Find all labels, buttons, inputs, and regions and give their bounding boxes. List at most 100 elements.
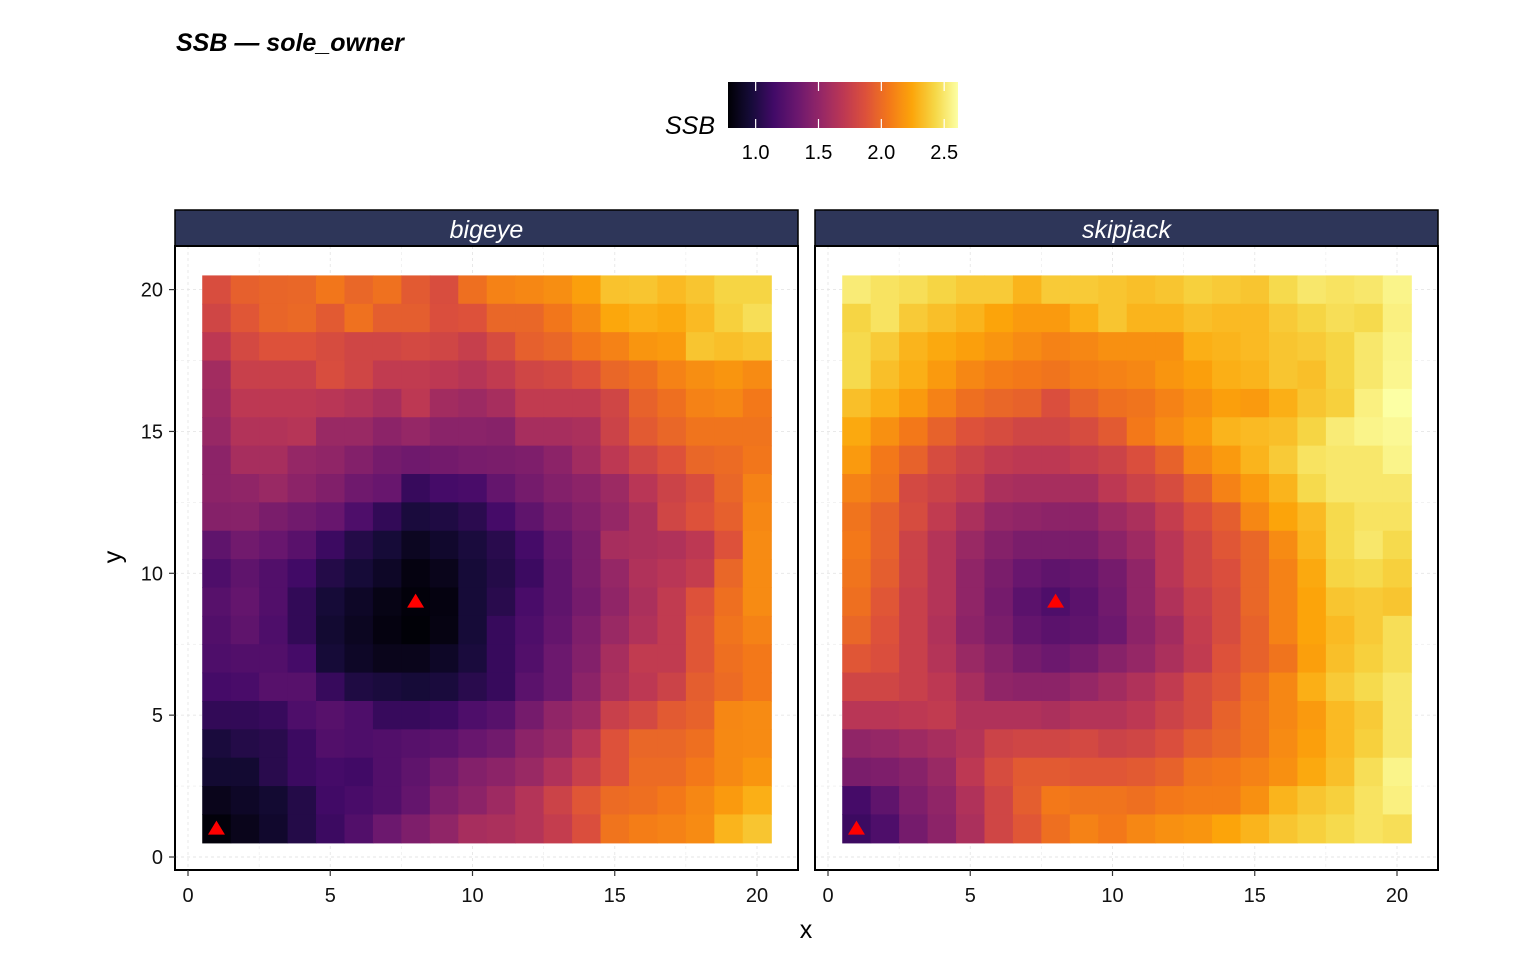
heatmap-cell [1240, 474, 1270, 503]
heatmap-cell [1012, 417, 1042, 447]
heatmap-cell [628, 530, 659, 560]
heatmap-cell [230, 530, 260, 560]
heatmap-cell [600, 360, 630, 390]
heatmap-cell [1126, 729, 1156, 759]
heatmap-cell [1240, 729, 1270, 759]
heatmap-cell [1098, 786, 1128, 816]
heatmap-cell [1382, 757, 1412, 787]
y-tick-label: 0 [152, 847, 163, 869]
heatmap-cell [870, 814, 900, 844]
heatmap-cell [842, 700, 872, 730]
heatmap-cell [429, 814, 459, 844]
heatmap-cell [572, 644, 602, 674]
triangle-marker [1047, 593, 1065, 608]
heatmap-cell [401, 303, 431, 333]
heatmap-cell [1325, 587, 1355, 617]
heatmap-cell [372, 587, 402, 617]
heatmap-cell [1012, 729, 1042, 759]
heatmap-cell [572, 360, 602, 390]
heatmap-cell [1041, 559, 1071, 589]
heatmap-cell [287, 303, 317, 333]
heatmap-cell [1240, 303, 1270, 333]
heatmap-cell [429, 360, 459, 390]
heatmap-cell [842, 332, 872, 362]
heatmap-cell [344, 445, 374, 475]
heatmap-cell [1069, 814, 1099, 844]
heatmap-cell [572, 303, 602, 333]
heatmap-cell [657, 615, 687, 645]
heatmap-cell [1240, 587, 1270, 617]
heatmap-cell [344, 700, 374, 730]
heatmap-cell [984, 587, 1014, 617]
heatmap-cell [1069, 786, 1099, 816]
heatmap-cell [742, 786, 772, 816]
heatmap-cell [401, 360, 431, 390]
heatmap-cell [1325, 757, 1355, 787]
heatmap-cell [572, 388, 602, 418]
heatmap-cell [202, 275, 232, 305]
heatmap-cell [515, 700, 545, 730]
heatmap-cell [1126, 502, 1156, 532]
heatmap-cell [984, 502, 1014, 532]
heatmap-cell [899, 530, 929, 560]
heatmap-cell [401, 786, 431, 816]
heatmap-cell [344, 672, 374, 702]
heatmap-cell [202, 700, 232, 730]
heatmap-cell [344, 275, 374, 305]
heatmap-cell [1155, 388, 1185, 418]
heatmap-cell [657, 672, 687, 702]
heatmap-cell [1382, 559, 1412, 589]
heatmap-cell [628, 700, 659, 730]
heatmap-cell [572, 275, 602, 305]
heatmap-cell [344, 474, 374, 503]
heatmap-cell [1155, 757, 1185, 787]
heatmap-cell [515, 303, 545, 333]
heatmap-cell [515, 530, 545, 560]
heatmap-cell [870, 672, 900, 702]
heatmap-cell [401, 417, 431, 447]
heatmap-cell [685, 786, 715, 816]
heatmap-cell [429, 502, 459, 532]
heatmap-cell [259, 729, 289, 759]
heatmap-cell [515, 786, 545, 816]
heatmap-cell [927, 644, 957, 674]
heatmap-cell [842, 786, 872, 816]
heatmap-cell [1382, 332, 1412, 362]
chart-title: SSB — sole_owner [176, 29, 405, 57]
heatmap-cell [316, 303, 346, 333]
heatmap-cell [742, 559, 772, 589]
heatmap-cell [1069, 388, 1099, 418]
heatmap-cell [984, 388, 1014, 418]
heatmap-cell [1183, 360, 1213, 390]
heatmap-cell [628, 757, 659, 787]
heatmap-cell [1069, 275, 1099, 305]
heatmap-cell [515, 417, 545, 447]
heatmap-cell [230, 615, 260, 645]
heatmap-cell [202, 474, 232, 503]
heatmap-cell [401, 388, 431, 418]
heatmap-cell [429, 530, 459, 560]
heatmap-cell [956, 303, 986, 333]
heatmap-cell [956, 615, 986, 645]
x-tick-label: 20 [746, 885, 768, 907]
heatmap-cell [1183, 502, 1213, 532]
heatmap-cell [1155, 530, 1185, 560]
heatmap-cell [956, 814, 986, 844]
heatmap-cell [1297, 729, 1327, 759]
heatmap-cell [230, 303, 260, 333]
heatmap-cell [742, 388, 772, 418]
heatmap-cell [685, 388, 715, 418]
facet-panel-skipjack: skipjack 0 5 10 15 20 [814, 209, 1439, 907]
heatmap-cell [1126, 700, 1156, 730]
panel-border [814, 245, 1439, 871]
heatmap-cell [316, 332, 346, 362]
heatmap-cell [316, 587, 346, 617]
heatmap-cell [1325, 502, 1355, 532]
heatmap-cell [1240, 445, 1270, 475]
heatmap-cell [714, 388, 744, 418]
heatmap-cell [956, 729, 986, 759]
heatmap-cell [1098, 360, 1128, 390]
heatmap-cell [870, 530, 900, 560]
heatmap-cell [1354, 729, 1384, 759]
heatmap-cell [685, 360, 715, 390]
